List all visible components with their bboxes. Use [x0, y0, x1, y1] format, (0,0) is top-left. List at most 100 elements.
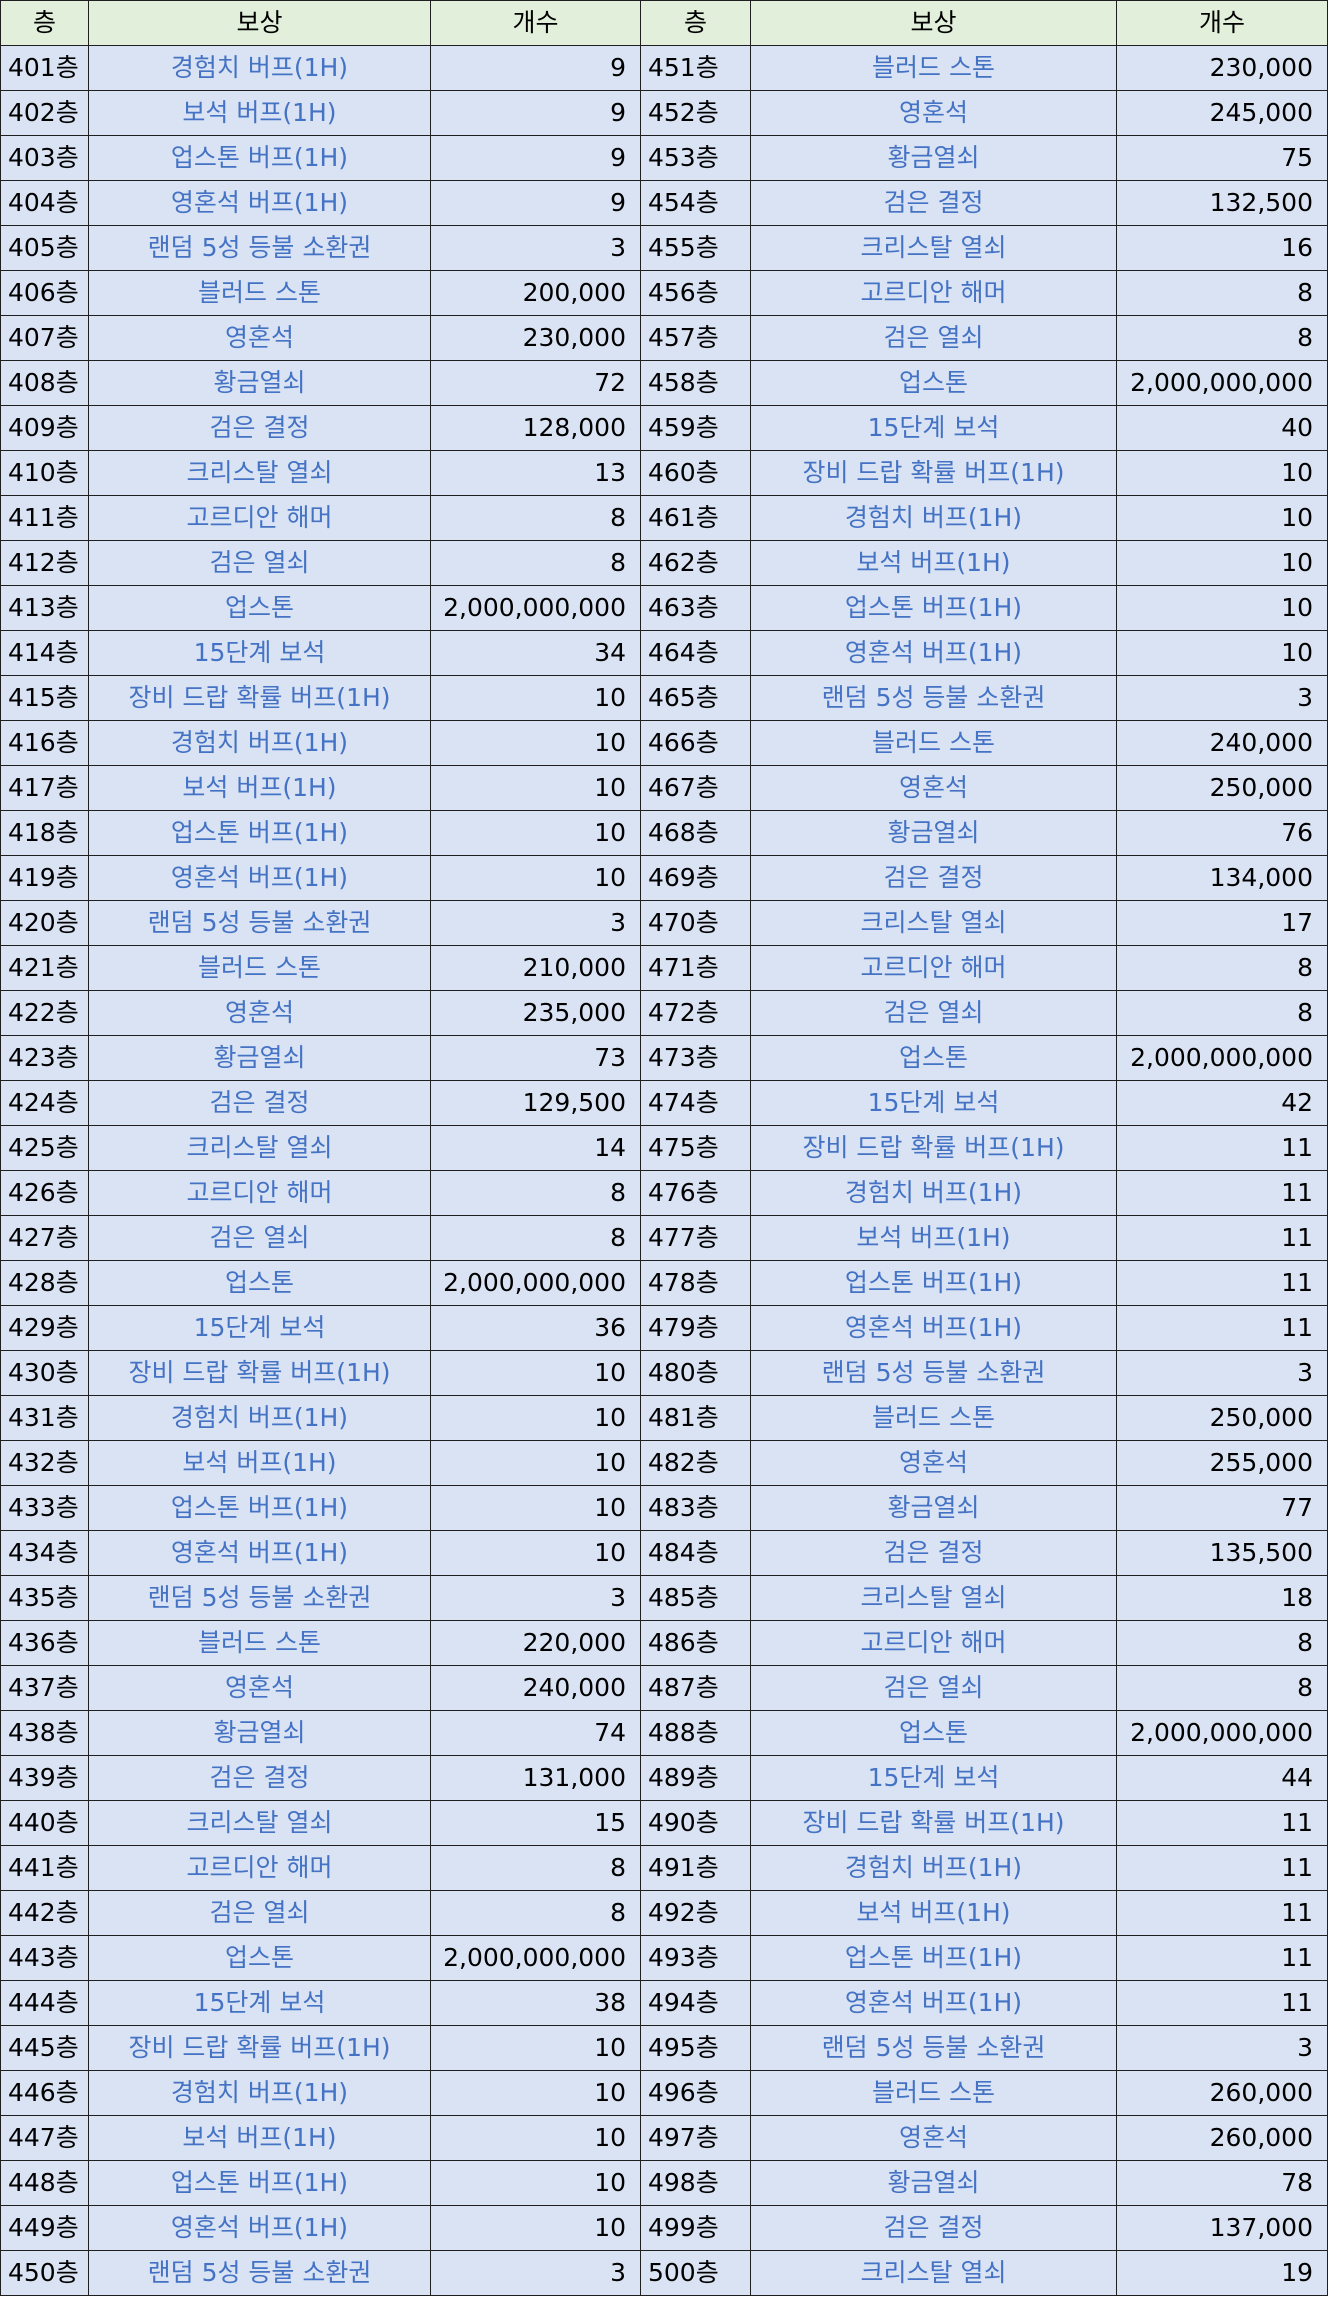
count-cell: 134,000 [1116, 855, 1328, 901]
count-cell: 131,000 [430, 1755, 641, 1801]
reward-cell: 장비 드랍 확률 버프(1H) [750, 1125, 1117, 1171]
count-cell: 128,000 [430, 405, 641, 451]
reward-cell: 경험치 버프(1H) [88, 720, 431, 766]
table-row: 403층 업스톤 버프(1H) 9 453층 황금열쇠 75 [0, 135, 1328, 181]
floor-cell: 484층 [640, 1530, 751, 1576]
count-cell: 10 [430, 1440, 641, 1486]
reward-cell: 15단계 보석 [88, 1305, 431, 1351]
count-cell: 36 [430, 1305, 641, 1351]
floor-cell: 438층 [0, 1710, 89, 1756]
count-cell: 8 [1116, 315, 1328, 361]
count-cell: 38 [430, 1980, 641, 2026]
reward-cell: 업스톤 버프(1H) [88, 810, 431, 856]
floor-cell: 478층 [640, 1260, 751, 1306]
reward-cell: 랜덤 5성 등불 소환권 [750, 2025, 1117, 2071]
count-cell: 75 [1116, 135, 1328, 181]
count-cell: 8 [430, 1170, 641, 1216]
floor-cell: 497층 [640, 2115, 751, 2161]
table-row: 421층 블러드 스톤 210,000 471층 고르디안 해머 8 [0, 945, 1328, 991]
reward-cell: 황금열쇠 [750, 1485, 1117, 1531]
count-cell: 230,000 [1116, 45, 1328, 91]
table-row: 435층 랜덤 5성 등불 소환권 3 485층 크리스탈 열쇠 18 [0, 1575, 1328, 1621]
floor-cell: 417층 [0, 765, 89, 811]
reward-cell: 영혼석 [750, 765, 1117, 811]
floor-cell: 457층 [640, 315, 751, 361]
table-row: 409층 검은 결정 128,000 459층 15단계 보석 40 [0, 405, 1328, 451]
count-cell: 8 [1116, 270, 1328, 316]
reward-cell: 크리스탈 열쇠 [88, 1125, 431, 1171]
table-row: 431층 경험치 버프(1H) 10 481층 블러드 스톤 250,000 [0, 1395, 1328, 1441]
floor-cell: 466층 [640, 720, 751, 766]
floor-cell: 426층 [0, 1170, 89, 1216]
count-cell: 9 [430, 45, 641, 91]
reward-cell: 업스톤 [88, 585, 431, 631]
floor-cell: 447층 [0, 2115, 89, 2161]
floor-cell: 407층 [0, 315, 89, 361]
floor-cell: 471층 [640, 945, 751, 991]
count-cell: 132,500 [1116, 180, 1328, 226]
count-cell: 10 [430, 1350, 641, 1396]
reward-cell: 블러드 스톤 [88, 1620, 431, 1666]
count-cell: 10 [1116, 540, 1328, 586]
reward-cell: 업스톤 버프(1H) [88, 1485, 431, 1531]
count-cell: 11 [1116, 1980, 1328, 2026]
floor-cell: 402층 [0, 90, 89, 136]
floor-cell: 434층 [0, 1530, 89, 1576]
reward-cell: 랜덤 5성 등불 소환권 [750, 675, 1117, 721]
table-row: 449층 영혼석 버프(1H) 10 499층 검은 결정 137,000 [0, 2205, 1328, 2251]
reward-cell: 영혼석 [750, 2115, 1117, 2161]
floor-cell: 491층 [640, 1845, 751, 1891]
floor-cell: 416층 [0, 720, 89, 766]
reward-cell: 영혼석 [88, 990, 431, 1036]
count-cell: 10 [430, 2160, 641, 2206]
count-cell: 2,000,000,000 [1116, 1710, 1328, 1756]
reward-cell: 15단계 보석 [750, 405, 1117, 451]
count-cell: 10 [430, 675, 641, 721]
count-cell: 3 [430, 2250, 641, 2296]
table-row: 410층 크리스탈 열쇠 13 460층 장비 드랍 확률 버프(1H) 10 [0, 450, 1328, 496]
count-cell: 260,000 [1116, 2070, 1328, 2116]
floor-cell: 440층 [0, 1800, 89, 1846]
floor-cell: 413층 [0, 585, 89, 631]
count-cell: 8 [430, 1845, 641, 1891]
header-row: 층 보상 개수 층 보상 개수 [0, 0, 1328, 46]
reward-cell: 황금열쇠 [750, 135, 1117, 181]
floor-cell: 462층 [640, 540, 751, 586]
reward-cell: 크리스탈 열쇠 [750, 900, 1117, 946]
count-cell: 3 [1116, 675, 1328, 721]
reward-cell: 영혼석 [750, 90, 1117, 136]
floor-cell: 403층 [0, 135, 89, 181]
reward-cell: 보석 버프(1H) [88, 2115, 431, 2161]
reward-cell: 영혼석 [88, 1665, 431, 1711]
table-row: 437층 영혼석 240,000 487층 검은 열쇠 8 [0, 1665, 1328, 1711]
count-cell: 255,000 [1116, 1440, 1328, 1486]
table-row: 418층 업스톤 버프(1H) 10 468층 황금열쇠 76 [0, 810, 1328, 856]
count-cell: 10 [430, 765, 641, 811]
floor-cell: 460층 [640, 450, 751, 496]
count-cell: 11 [1116, 1800, 1328, 1846]
floor-cell: 477층 [640, 1215, 751, 1261]
reward-cell: 랜덤 5성 등불 소환권 [88, 1575, 431, 1621]
count-cell: 10 [1116, 585, 1328, 631]
count-cell: 8 [1116, 945, 1328, 991]
count-cell: 8 [430, 540, 641, 586]
reward-cell: 영혼석 버프(1H) [88, 2205, 431, 2251]
floor-cell: 437층 [0, 1665, 89, 1711]
reward-cell: 15단계 보석 [750, 1080, 1117, 1126]
count-cell: 78 [1116, 2160, 1328, 2206]
count-cell: 10 [430, 2205, 641, 2251]
floor-cell: 446층 [0, 2070, 89, 2116]
header-count: 개수 [1116, 0, 1328, 46]
floor-cell: 479층 [640, 1305, 751, 1351]
reward-cell: 고르디안 해머 [750, 1620, 1117, 1666]
reward-cell: 랜덤 5성 등불 소환권 [88, 225, 431, 271]
floor-cell: 488층 [640, 1710, 751, 1756]
floor-cell: 412층 [0, 540, 89, 586]
reward-cell: 검은 열쇠 [750, 1665, 1117, 1711]
reward-cell: 블러드 스톤 [88, 945, 431, 991]
floor-cell: 420층 [0, 900, 89, 946]
floor-cell: 495층 [640, 2025, 751, 2071]
count-cell: 10 [430, 1395, 641, 1441]
reward-cell: 장비 드랍 확률 버프(1H) [88, 675, 431, 721]
